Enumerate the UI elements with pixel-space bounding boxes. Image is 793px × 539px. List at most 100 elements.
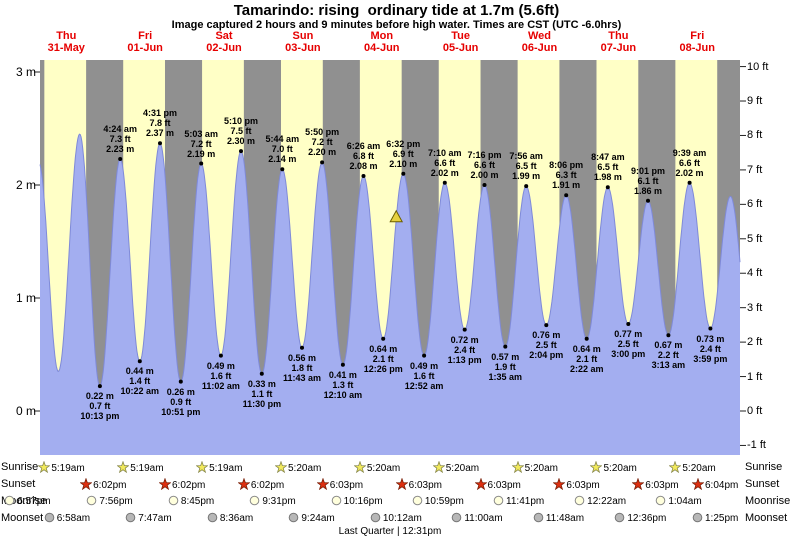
day-weekday: Fri xyxy=(690,30,705,42)
low-tide-annotation: 0.76 m 2.5 ft 2:04 pm xyxy=(529,330,564,361)
high-tide-annotation: 7:16 pm 6.6 ft 2.00 m xyxy=(467,150,502,180)
moonset-time: 12:36pm xyxy=(627,513,667,524)
high-tide-annotation: 4:31 pm 7.8 ft 2.37 m xyxy=(142,108,177,139)
sunrise-entry: 5:20am xyxy=(668,460,716,475)
high-tide-annotation: 9:01 pm 6.1 ft 1.86 m xyxy=(631,165,666,196)
sunset-entry: 6:02pm xyxy=(158,477,206,492)
high-tide-annotation: 7:56 am 6.5 ft 1.99 m xyxy=(509,151,543,182)
moonrise-time: 1:04am xyxy=(668,496,702,507)
low-tide-annotation: 0.49 m 1.6 ft 12:52 am xyxy=(404,360,444,391)
moonset-time: 7:47am xyxy=(138,513,172,524)
sunrise-time: 5:20am xyxy=(288,463,322,474)
sunset-time: 6:02pm xyxy=(171,480,206,491)
day-label: Tue 05-Jun xyxy=(443,30,478,54)
y-axis-right-label: 3 ft xyxy=(747,301,763,314)
sunset-row-label-right: Sunset xyxy=(745,478,780,490)
tide-extreme-dot xyxy=(605,185,610,190)
sunset-icon xyxy=(691,477,705,491)
moonrise-icon xyxy=(250,495,260,506)
tide-extreme-dot xyxy=(178,379,183,384)
y-axis-right-label: -1 ft xyxy=(747,439,766,452)
y-axis-right-label: 5 ft xyxy=(747,232,763,245)
moonrise-entry: 12:22am xyxy=(574,495,626,508)
tide-extreme-dot xyxy=(524,184,529,189)
sunrise-entry: 5:19am xyxy=(37,460,85,475)
y-axis-right-label: 1 ft xyxy=(747,370,763,383)
day-date: 03-Jun xyxy=(285,42,321,54)
moonset-icon xyxy=(533,512,544,523)
moonrise-time: 10:16pm xyxy=(343,496,383,507)
tide-extreme-dot xyxy=(482,183,487,187)
low-tide-annotation: 0.22 m 0.7 ft 10:13 pm xyxy=(80,391,120,422)
sunrise-entry: 5:20am xyxy=(589,460,637,475)
sunrise-icon xyxy=(37,460,52,474)
day-date: 01-Jun xyxy=(127,42,163,54)
day-date: 06-Jun xyxy=(521,42,558,54)
tide-extreme-dot xyxy=(687,180,692,185)
day-date: 02-Jun xyxy=(206,42,242,54)
y-axis-left-label: 2 m xyxy=(15,178,36,192)
sunrise-time: 5:19am xyxy=(51,463,85,474)
moonset-time: 10:12am xyxy=(382,513,422,524)
sunrise-time: 5:19am xyxy=(209,463,243,474)
high-tide-annotation: 4:24 am 7.3 ft 2.23 m xyxy=(103,124,137,154)
moon-phase: Last Quarter | 12:31pm xyxy=(338,526,442,537)
moonset-entry: 12:36pm xyxy=(614,512,666,525)
sunset-icon xyxy=(316,477,330,491)
day-label: Thu 07-Jun xyxy=(601,30,636,54)
tide-area xyxy=(40,134,740,455)
moonset-time: 1:25pm xyxy=(705,513,739,524)
moonset-entry: 11:00am xyxy=(451,512,503,525)
y-axis-right-label: 9 ft xyxy=(747,95,763,108)
tide-extreme-dot xyxy=(137,359,142,364)
high-tide-annotation: 5:03 am 7.2 ft 2.19 m xyxy=(184,128,218,159)
tide-extreme-dot xyxy=(544,323,549,328)
sunrise-entry: 5:19am xyxy=(116,460,164,475)
sunset-icon xyxy=(552,477,567,491)
day-label: Fri 01-Jun xyxy=(127,30,162,54)
moonrise-icon xyxy=(331,495,341,506)
day-weekday: Fri xyxy=(138,30,153,42)
sunset-icon xyxy=(473,477,488,491)
low-tide-annotation: 0.77 m 2.5 ft 3:00 pm xyxy=(611,328,646,359)
low-tide-annotation: 0.73 m 2.4 ft 3:59 pm xyxy=(693,333,728,364)
moonset-entry: 7:47am xyxy=(125,512,172,525)
day-label: Mon 04-Jun xyxy=(364,30,399,54)
tide-curve xyxy=(39,133,741,387)
tide-extreme-dot xyxy=(118,157,123,161)
y-axis-left-label: 0 m xyxy=(15,404,36,418)
sunset-entry: 6:04pm xyxy=(691,477,738,492)
low-tide-annotation: 0.64 m 2.1 ft 2:22 am xyxy=(569,343,604,374)
moonrise-icon xyxy=(87,495,97,506)
sunrise-time: 5:19am xyxy=(130,463,164,474)
chart-subtitle: Image captured 2 hours and 9 minutes bef… xyxy=(171,19,622,31)
y-axis-right-label: 4 ft xyxy=(747,267,763,280)
moonrise-icon xyxy=(168,495,179,506)
day-label: Thu 31-May xyxy=(48,30,85,54)
y-axis-right-label: 7 ft xyxy=(747,163,763,176)
tide-extreme-dot xyxy=(239,149,243,154)
low-tide-annotation: 0.49 m 1.6 ft 11:02 am xyxy=(201,360,240,391)
moonrise-entry: 1:04am xyxy=(655,495,702,508)
y-axis-right-label: 2 ft xyxy=(747,336,763,349)
sunrise-icon xyxy=(432,460,446,474)
low-tide-annotation: 0.44 m 1.4 ft 10:22 am xyxy=(120,366,160,397)
tide-extreme-dot xyxy=(320,160,325,165)
moonset-time: 8:36am xyxy=(219,513,254,524)
sunrise-time: 5:20am xyxy=(366,463,401,474)
sunrise-time: 5:20am xyxy=(603,463,637,474)
sunset-entry: 6:03pm xyxy=(631,477,679,492)
low-tide-annotation: 0.56 m 1.8 ft 11:43 am xyxy=(282,352,321,383)
current-tide-marker xyxy=(389,209,404,223)
y-axis-right-label: 6 ft xyxy=(747,198,763,211)
low-tide-annotation: 0.72 m 2.4 ft 1:13 pm xyxy=(447,334,482,365)
moonset-time: 6:58am xyxy=(56,513,91,524)
sunrise-icon xyxy=(589,460,604,474)
moonrise-time: 7:56pm xyxy=(99,496,133,507)
sunrise-time: 5:20am xyxy=(445,463,480,474)
tide-extreme-dot xyxy=(666,333,671,338)
sunset-icon xyxy=(237,477,251,491)
high-tide-annotation: 5:10 pm 7.5 ft 2.30 m xyxy=(224,116,259,147)
